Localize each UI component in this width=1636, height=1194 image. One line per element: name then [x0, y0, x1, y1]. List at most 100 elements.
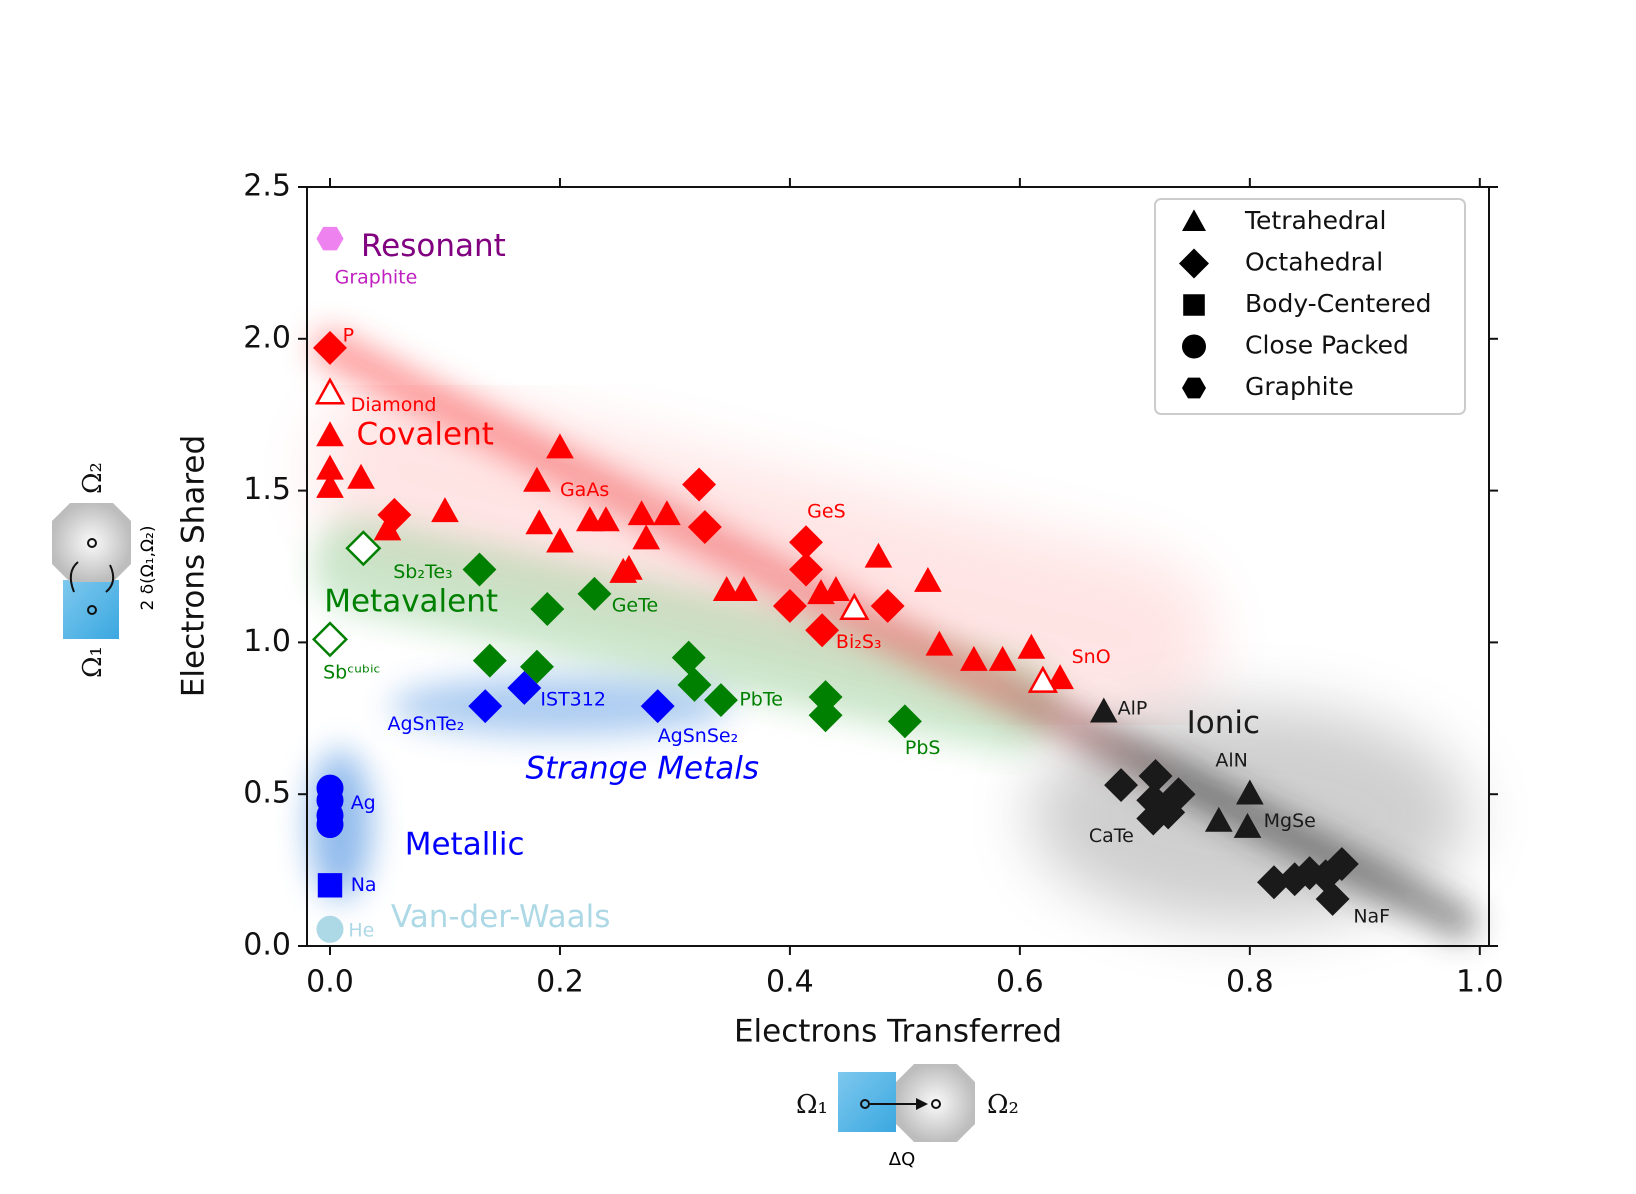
point-label: MgSe — [1264, 810, 1316, 832]
point — [507, 670, 542, 705]
point — [730, 576, 758, 602]
legend-marker — [1183, 294, 1205, 316]
inset-label: Ω₂ — [78, 462, 108, 494]
point-label: Ag — [351, 792, 376, 814]
point — [632, 524, 661, 550]
point — [960, 645, 988, 671]
point — [653, 500, 681, 526]
y-axis-label: Electrons Shared — [176, 435, 212, 697]
point — [682, 467, 717, 502]
left-inset: Ω₂ Ω₁ 2 δ(Ω₁,Ω₂) — [52, 462, 158, 678]
inset-arrow — [69, 561, 79, 593]
inset-cell — [896, 1064, 975, 1142]
point — [615, 554, 643, 580]
point — [925, 630, 954, 656]
legend-label: Graphite — [1245, 372, 1354, 401]
point — [864, 542, 893, 568]
bottom-inset: Ω₁ Ω₂ ΔQ — [796, 1064, 1019, 1170]
point — [345, 530, 382, 567]
inset-atom — [87, 605, 97, 615]
point — [377, 497, 412, 532]
point — [316, 811, 344, 839]
x-tick-label: 0.8 — [1226, 965, 1274, 1000]
inset-label: Ω₂ — [987, 1090, 1019, 1120]
point-label: Na — [351, 874, 377, 896]
region-label: Strange Metals — [525, 750, 759, 786]
legend-label: Tetrahedral — [1244, 206, 1386, 235]
x-tick-label: 0.2 — [536, 965, 584, 1000]
legend: Tetrahedral Octahedral Body-Centered Close … — [1154, 198, 1466, 415]
point — [1324, 847, 1359, 881]
point — [468, 689, 503, 724]
point — [1046, 664, 1074, 690]
point — [677, 667, 712, 702]
legend-label: Octahedral — [1245, 248, 1383, 277]
legend-marker — [1179, 248, 1209, 279]
point — [462, 552, 497, 587]
point — [1104, 768, 1139, 803]
point-label: SnO — [1072, 646, 1111, 668]
point — [687, 510, 722, 544]
point — [520, 649, 554, 684]
point — [1089, 697, 1118, 723]
legend-marker — [1182, 377, 1206, 399]
point — [887, 704, 922, 739]
point — [546, 433, 574, 459]
region-label: Ionic — [1187, 705, 1260, 741]
point — [523, 466, 551, 492]
point — [311, 621, 349, 658]
legend-label: Body-Centered — [1245, 289, 1432, 318]
region-label: Metallic — [405, 826, 525, 862]
inset-label: 2 δ(Ω₁,Ω₂) — [138, 526, 158, 611]
inset-label: Ω₁ — [796, 1090, 828, 1120]
point — [313, 330, 347, 365]
region-label: Covalent — [356, 416, 493, 452]
y-tick-label: 2.5 — [243, 169, 291, 204]
point — [592, 506, 620, 532]
point — [914, 567, 942, 592]
point — [1204, 806, 1233, 832]
inset-arrow-head — [916, 1098, 928, 1110]
plot-frame — [306, 186, 1490, 947]
point — [1136, 801, 1171, 836]
point — [316, 421, 344, 447]
y-tick-label: 0.0 — [243, 928, 291, 963]
point — [530, 592, 565, 626]
inset-cell — [52, 503, 131, 582]
point-label: PbS — [905, 737, 941, 759]
y-tick-label: 2.0 — [243, 320, 291, 355]
inset-box — [838, 1072, 896, 1132]
point-label: AgSnTe₂ — [387, 713, 464, 735]
point-label: AlN — [1215, 749, 1248, 771]
legend-marker — [1182, 334, 1206, 359]
inset-atom — [860, 1099, 870, 1109]
point — [870, 589, 905, 623]
inset-atom — [87, 538, 97, 548]
inset-arrow — [105, 564, 115, 593]
y-tick-label: 0.5 — [243, 776, 291, 811]
point — [822, 576, 850, 602]
point-label: IST312 — [540, 689, 606, 711]
point-label: AlP — [1118, 698, 1148, 720]
point-label: PbTe — [739, 689, 783, 711]
point — [317, 873, 343, 898]
inset-box — [63, 580, 119, 639]
point — [525, 509, 554, 535]
point-label: CaTe — [1089, 825, 1134, 847]
point — [316, 472, 344, 498]
point — [1233, 812, 1262, 838]
x-tick-label: 0.6 — [996, 965, 1044, 1000]
x-tick-label: 0.4 — [766, 965, 814, 1000]
point — [627, 500, 656, 526]
region-bands — [308, 331, 1477, 939]
region-label: Resonant — [361, 228, 506, 264]
point-label: Sbᶜᵘᵇⁱᶜ — [323, 661, 380, 683]
point — [577, 576, 612, 611]
point-label: AgSnSe₂ — [658, 725, 739, 747]
point — [316, 915, 344, 943]
point — [703, 683, 738, 718]
point-label: Bi₂S₃ — [836, 631, 882, 653]
point-label: He — [348, 919, 374, 941]
inset-label: Ω₁ — [78, 646, 108, 678]
